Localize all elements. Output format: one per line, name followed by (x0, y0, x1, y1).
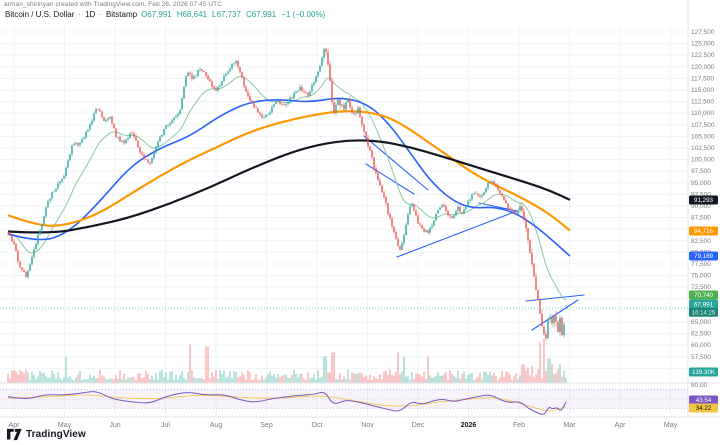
price-axis-label: 77,500 (691, 261, 711, 268)
ma50-value-badge-text: 79,189 (694, 253, 713, 260)
time-axis-label: Feb (513, 422, 525, 429)
ma100-value-badge (689, 226, 718, 236)
time-axis-label: Apr (9, 422, 21, 429)
bar-countdown-text: 16:14:25 (692, 310, 716, 316)
symbol-title[interactable]: Bitcoin / U.S. Dollar (5, 10, 75, 19)
ma200-value-badge-text: 91,293 (694, 197, 713, 204)
time-axis-label: Dec (412, 422, 425, 429)
low-value: L67,737 (212, 10, 241, 19)
price-axis[interactable]: 127,500 125,000 122,500 120,000 117,500 115,0… (691, 29, 715, 389)
price-axis-label: 122,500 (691, 52, 715, 59)
ma200-line (7, 139, 571, 234)
price-axis-label: 115,000 (691, 87, 714, 94)
rsi-value-badge (689, 395, 718, 405)
price-axis-label: 92,500 (691, 191, 711, 198)
price-axis-label: 112,500 (691, 99, 714, 106)
price-axis-label: 62,500 (691, 331, 711, 338)
time-axis-label: Oct (312, 422, 323, 429)
price-axis-label: 102,500 (691, 145, 715, 152)
volume-bars (7, 338, 567, 383)
price-axis-label: 95,000 (691, 180, 711, 187)
price-axis-label: 87,500 (691, 215, 711, 222)
price-axis-label: 107,500 (691, 122, 715, 129)
time-axis-label: Nov (361, 422, 374, 429)
price-axis-label: 105,000 (691, 133, 715, 140)
moving-averages (7, 75, 571, 301)
time-axis-label: Jul (161, 422, 170, 429)
chart-credit: arman_shirinyan created with TradingView… (4, 1, 223, 8)
ema-line (7, 75, 567, 301)
tradingview-logo[interactable]: TradingView (7, 428, 86, 441)
ema-value-badge-text: 70,740 (694, 292, 713, 299)
axis-badges: 91,293 84,716 79,189 70,740 139.30K 43.5434.2… (689, 195, 718, 413)
pane-dividers (0, 0, 720, 418)
time-axis-label: Jun (109, 422, 120, 429)
volume-value-badge (689, 367, 718, 377)
price-axis-label: 82,500 (691, 238, 711, 245)
separator-dot: · (78, 10, 82, 19)
price-axis-label: 57,500 (691, 354, 711, 361)
change-value: −1 (−0.00%) (281, 10, 326, 19)
price-axis-label: 127,500 (691, 29, 715, 36)
price-axis-label: 60,000 (691, 342, 711, 349)
time-axis-label: 2026 (461, 422, 477, 429)
separator-dot: · (99, 10, 102, 19)
price-axis-label: 75,000 (691, 273, 711, 280)
tradingview-logo-text: TradingView (26, 429, 86, 440)
symbol-row: Bitcoin / U.S. Dollar · 1D · Bitstamp O6… (5, 10, 325, 19)
time-axis-label: Mar (563, 422, 576, 429)
rsi-line (7, 391, 567, 415)
price-axis-label: 72,500 (691, 284, 711, 291)
interval-label[interactable]: 1D (85, 10, 96, 19)
ma200-value-badge (689, 195, 718, 205)
price-axis-label: 117,500 (691, 75, 714, 82)
price-axis-label: 110,000 (691, 110, 714, 117)
price-axis-label: 90,000 (691, 203, 711, 210)
price-axis-label: 100,000 (691, 157, 715, 164)
tradingview-logo-icon (7, 428, 22, 441)
current-price-text: 67,991 (694, 301, 714, 308)
rsi-ma-value-badge (689, 403, 718, 413)
time-axis[interactable]: Apr May Jun Jul Aug Sep Oct Nov Dec 2026 Feb Mar Apr… (9, 422, 678, 429)
ma100-value-badge-text: 84,716 (694, 228, 713, 235)
grid-lines (0, 25, 688, 417)
rsi-value-badge-text: 43.54 (696, 397, 712, 404)
open-value: O67,991 (141, 10, 172, 19)
time-axis-label: Sep (260, 422, 273, 429)
rsi-ma-value-badge-text: 34.22 (696, 405, 712, 412)
time-axis-label: May (58, 422, 72, 429)
ohlc-values: O67,991 H68,641 L67,737 C67,991 −1 (−0.0… (141, 10, 325, 19)
rsi-pane (0, 389, 688, 415)
price-axis-label: 97,500 (691, 168, 711, 175)
exchange-label[interactable]: Bitstamp (105, 10, 138, 19)
price-axis-label: 125,000 (691, 41, 715, 48)
candles-layer[interactable] (7, 47, 567, 342)
trendline-annotations[interactable] (363, 135, 585, 331)
ma50-value-badge (689, 251, 718, 261)
price-axis-label: 120,000 (691, 64, 715, 71)
high-value: H68,641 (176, 10, 208, 19)
volume-value-badge-text: 139.30K (692, 369, 716, 376)
ma50-line (7, 97, 571, 257)
close-value: C67,991 (245, 10, 277, 19)
time-axis-label: Apr (615, 422, 627, 429)
ema-value-badge (689, 290, 718, 300)
time-axis-label: May (664, 422, 678, 429)
rsi-axis-label: 80.00 (691, 382, 708, 389)
time-axis-label: Aug (210, 422, 223, 429)
price-axis-label: 65,000 (691, 319, 711, 326)
